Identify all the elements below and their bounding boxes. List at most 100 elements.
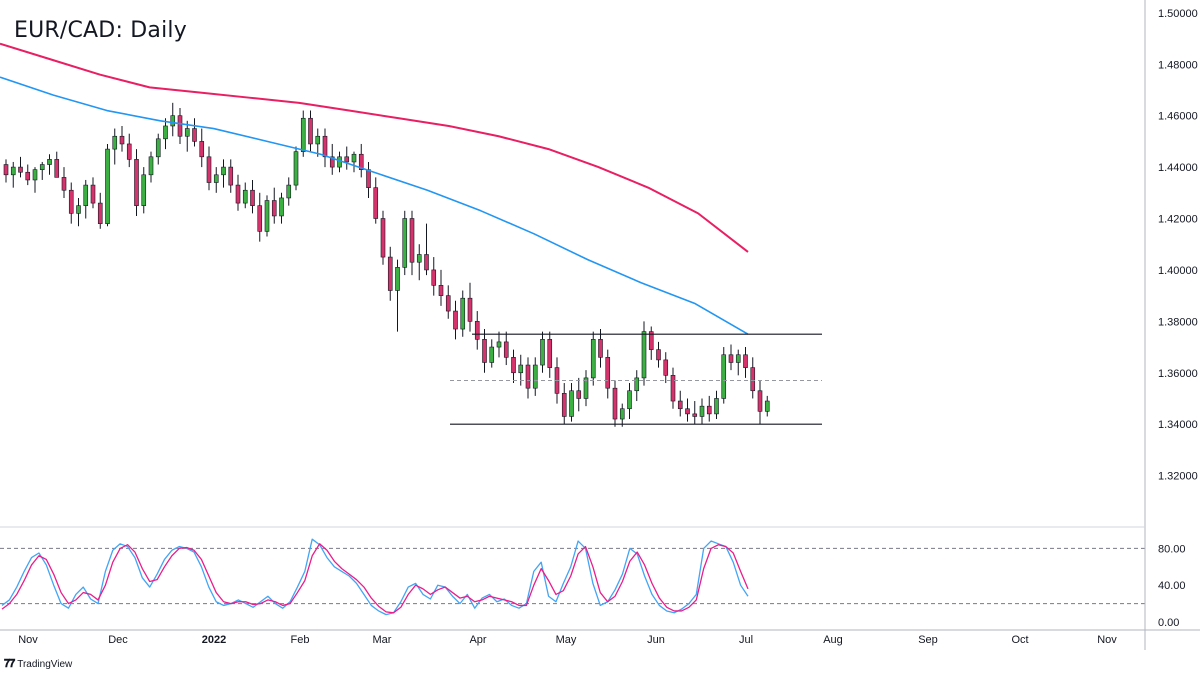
candle-body [358, 153, 364, 170]
candle-body [170, 115, 176, 127]
candle-body [68, 189, 74, 214]
brand-name: TradingView [17, 659, 73, 670]
candle-body [300, 117, 306, 152]
candle-body [228, 166, 234, 186]
candle-body [366, 169, 371, 188]
price-tick-label: 1.38000 [1158, 316, 1198, 328]
candle-body [445, 295, 451, 312]
candle-body [141, 174, 147, 206]
price-tick-label: 1.32000 [1158, 471, 1198, 483]
time-tick-label: Aug [823, 634, 843, 646]
candle-body [163, 125, 168, 140]
time-tick-label: Sep [918, 634, 938, 646]
candle-body [308, 117, 313, 145]
candle-body [32, 169, 38, 181]
candle-body [155, 138, 161, 158]
price-tick-label: 1.40000 [1158, 265, 1198, 277]
candle-body [337, 156, 342, 168]
candle-body [250, 189, 255, 206]
osc-tick-label: 80.00 [1158, 543, 1186, 555]
candle-body [83, 184, 89, 206]
time-tick-label: Nov [18, 634, 38, 646]
candle-body [90, 184, 96, 204]
time-tick-label: Feb [291, 634, 310, 646]
candle-body [576, 390, 582, 399]
candle-body [757, 390, 763, 412]
candle-body [511, 357, 516, 374]
candle-body [47, 159, 52, 165]
candle-body [192, 128, 197, 142]
candle-body [112, 135, 118, 150]
candle-body [656, 349, 661, 361]
ma-red-line [0, 42, 749, 253]
candle-body [764, 400, 770, 412]
tradingview-brand[interactable]: 𝟕𝟕 TradingView [4, 658, 72, 671]
candle-body [714, 398, 719, 415]
candle-body [634, 377, 640, 392]
time-tick-label: May [556, 634, 577, 646]
candle-body [496, 341, 502, 348]
candle-body [692, 413, 698, 417]
candle-body [598, 339, 603, 358]
candle-body [119, 135, 125, 145]
time-tick-label: 2022 [202, 634, 226, 646]
candle-body [286, 184, 292, 199]
candle-body [706, 405, 712, 415]
candle-body [293, 151, 299, 186]
stochastic-pane [0, 538, 1145, 616]
stoch-k-line [1, 538, 749, 616]
candle-body [18, 166, 23, 173]
candle-body [590, 339, 596, 379]
candle-body [467, 297, 473, 322]
candle-body [105, 148, 110, 224]
candle-body [482, 339, 487, 363]
candle-body [177, 115, 183, 137]
candle-body [670, 375, 676, 402]
axes: 1.32000 1.34000 1.36000 1.38000 1.40000 1.420… [0, 0, 1200, 650]
candle-body [264, 200, 270, 232]
osc-tick-label: 40.00 [1158, 580, 1186, 592]
candle-body [431, 269, 437, 286]
candle-body [438, 285, 444, 296]
stoch-d-line [1, 543, 749, 614]
candle-body [380, 218, 386, 258]
candle-body [409, 218, 415, 263]
candle-body [206, 156, 212, 183]
candle-body [257, 205, 263, 232]
candle-body [184, 128, 190, 137]
candle-body [199, 141, 205, 158]
candle-body [54, 159, 60, 178]
time-tick-label: Jul [739, 634, 753, 646]
candle-body [699, 405, 705, 417]
time-tick-label: Mar [373, 634, 392, 646]
candle-body [10, 166, 16, 176]
price-tick-label: 1.50000 [1158, 8, 1198, 20]
candle-body [750, 367, 756, 392]
candle-body [663, 359, 669, 376]
candle-body [685, 408, 690, 415]
candle-body [612, 387, 618, 420]
tradingview-logo-icon: 𝟕𝟕 [4, 658, 15, 670]
candle-body [416, 254, 422, 263]
candle-body [721, 354, 727, 399]
candle-body [134, 159, 139, 206]
candle-body [271, 200, 277, 217]
candle-body [489, 346, 495, 363]
candle-body [373, 187, 379, 219]
candle-body [677, 400, 683, 410]
candle-body [583, 377, 589, 399]
candle-body [315, 135, 321, 145]
candle-body [453, 310, 458, 330]
time-tick-label: Jun [647, 634, 665, 646]
candle-body [648, 331, 654, 350]
candle-body [503, 341, 509, 358]
candle-body [627, 390, 632, 410]
candle-body [344, 156, 350, 163]
candle-body [235, 184, 241, 204]
candle-body [540, 339, 545, 366]
candle-body [39, 164, 45, 170]
candle-body [221, 166, 226, 176]
candle-body [61, 177, 67, 191]
